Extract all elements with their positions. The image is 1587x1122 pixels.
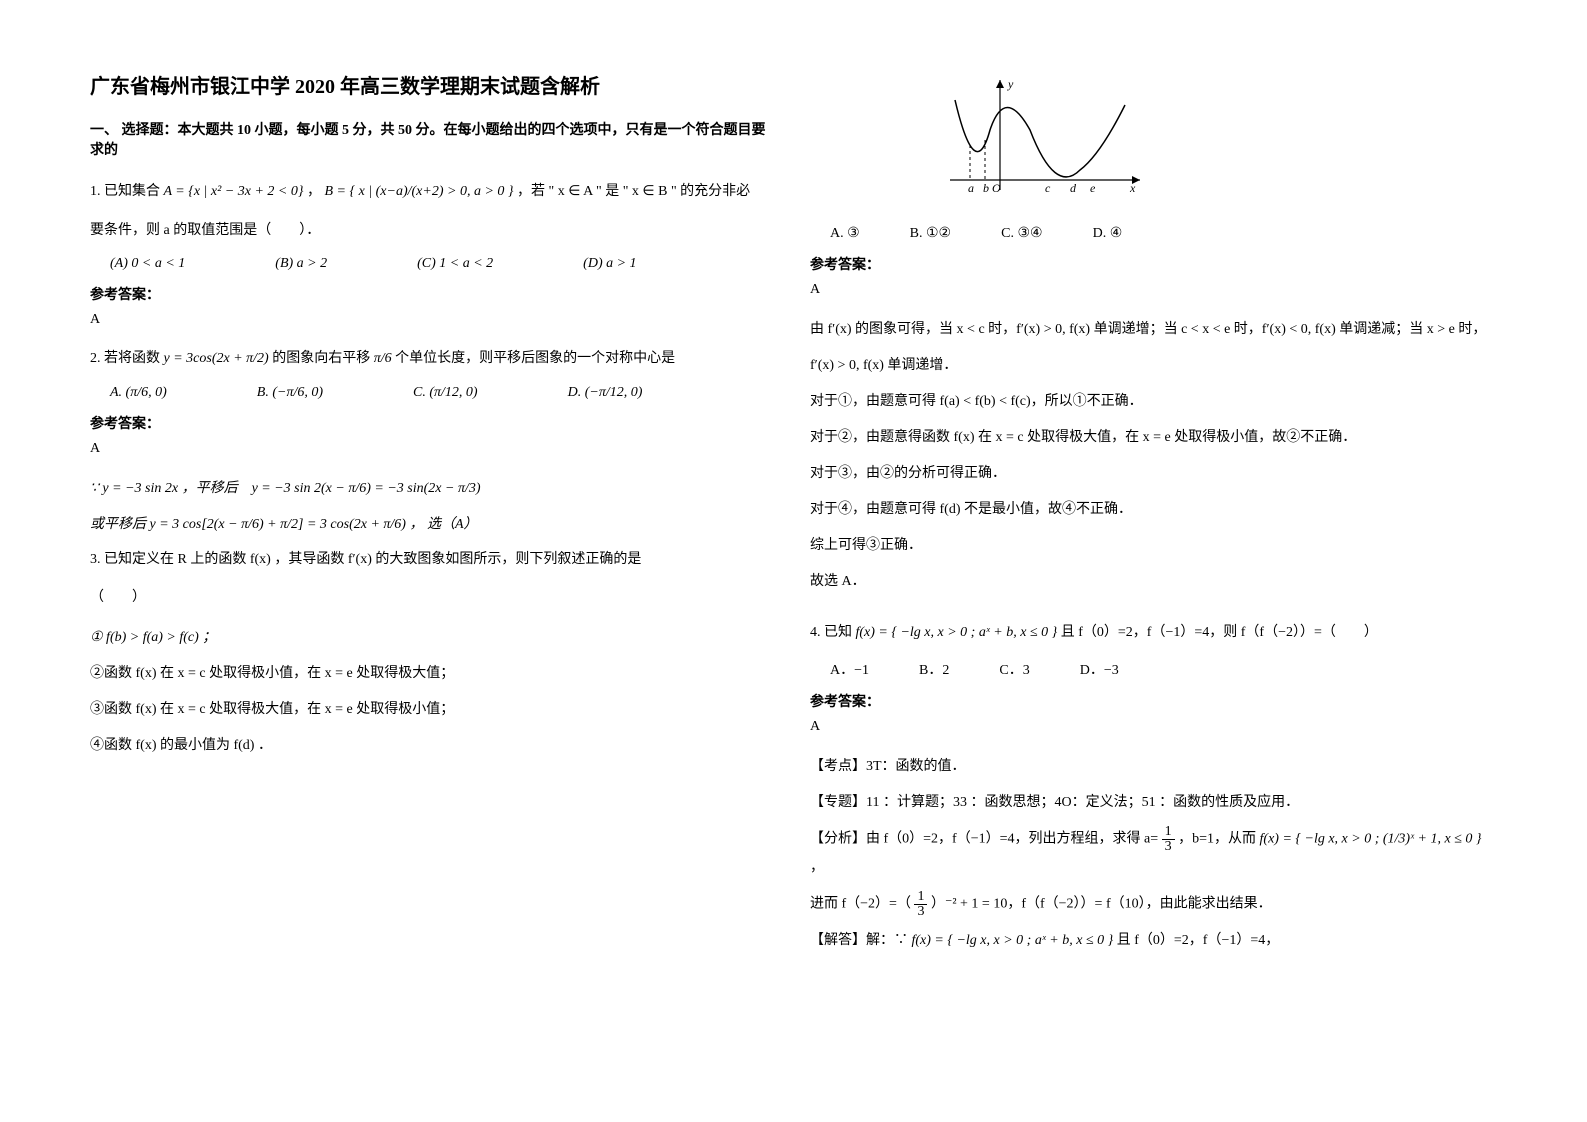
q1-text-3: ，若 " x ∈ A " 是 " x ∈ B " 的充分非必: [517, 184, 750, 199]
q3-exp-6: 综上可得③正确．: [810, 532, 1490, 560]
q4-prefix: 4. 已知: [810, 625, 856, 640]
q3-opt-1: ① f(b) > f(a) > f(c) ；: [90, 624, 770, 652]
doc-title: 广东省梅州市银江中学 2020 年高三数学理期末试题含解析: [90, 70, 770, 99]
q4-opt-b: B．2: [919, 659, 949, 679]
q3-choice-c: C. ③④: [1001, 225, 1042, 242]
label-x: x: [1129, 181, 1136, 195]
q2-work-1: ∵ y = −3 sin 2x ，平移后 y = −3 sin 2(x − π/…: [90, 475, 770, 503]
q1-line2: 要条件，则 a 的取值范围是（ ）．: [90, 218, 770, 245]
q3-graph: a O b c d e x y: [930, 70, 1490, 215]
q4-comma: ，: [810, 860, 824, 875]
q3-choices: A. ③ B. ①② C. ③④ D. ④: [830, 225, 1490, 242]
q2-answer-label: 参考答案：: [90, 413, 770, 433]
q1-answer: A: [90, 312, 770, 328]
left-column: 广东省梅州市银江中学 2020 年高三数学理期末试题含解析 一、 选择题：本大题…: [90, 70, 770, 963]
q4-fx2-line: 进而 f（−2）=（ 13 ）⁻² + 1 = 10，f（f（−2））= f（1…: [810, 890, 1490, 919]
q4-zt: 【专题】11 ：计算题；33 ：函数思想；4O：定义法；51 ：函数的性质及应用…: [810, 789, 1490, 817]
q1-set-b: B = { x | (x−a)/(x+2) > 0, a > 0 }: [324, 184, 513, 199]
q3-answer: A: [810, 282, 1490, 298]
q4-fx2-frac: 13: [914, 890, 927, 919]
q1-answer-label: 参考答案：: [90, 284, 770, 304]
q3-exp-1: 由 f′(x) 的图象可得，当 x < c 时，f′(x) > 0, f(x) …: [810, 316, 1490, 344]
q2-opt-d: D. (−π/12, 0): [568, 385, 643, 401]
q4-fx-line: 【分析】由 f（0）=2，f（−1）=4，列出方程组，求得 a= 13 ，b=1…: [810, 825, 1490, 882]
q2-text-1: 2. 若将函数: [90, 351, 164, 366]
q4-a-frac: 13: [1162, 825, 1175, 854]
q4-fx1: 【分析】由 f（0）=2，f（−1）=4，列出方程组，求得 a=: [810, 831, 1162, 846]
q3-answer-label: 参考答案：: [810, 254, 1490, 274]
label-b: b: [983, 181, 989, 195]
q2-answer: A: [90, 441, 770, 457]
section-heading: 一、 选择题：本大题共 10 小题，每小题 5 分，共 50 分。在每小题给出的…: [90, 119, 770, 159]
frac-d: 3: [1162, 840, 1175, 854]
label-d: d: [1070, 181, 1077, 195]
q4-options: A．−1 B．2 C．3 D．−3: [830, 659, 1490, 679]
q2-opt-c: C. (π/12, 0): [413, 385, 478, 401]
q3-opt-3: ③函数 f(x) 在 x = c 处取得极大值，在 x = e 处取得极小值；: [90, 696, 770, 724]
q1-opt-b: (B) a > 2: [275, 256, 327, 272]
q4-answer: A: [810, 719, 1490, 735]
q4-fx2: 进而 f（−2）=（: [810, 896, 911, 911]
q4-fn2: f(x) = { −lg x, x > 0 ; (1/3)ˣ + 1, x ≤ …: [1260, 831, 1482, 846]
q1-options: (A) 0 < a < 1 (B) a > 2 (C) 1 < a < 2 (D…: [110, 256, 770, 272]
q2-opt-b: B. (−π/6, 0): [257, 385, 323, 401]
question-2: 2. 若将函数 y = 3cos(2x + π/2) 的图象向右平移 π/6 个…: [90, 346, 770, 373]
q4-opt-c: C．3: [999, 659, 1029, 679]
frac-n: 1: [1162, 825, 1175, 840]
q4-sol-tail: 且 f（0）=2，f（−1）=4，: [1117, 933, 1280, 948]
q3-choice-a: A. ③: [830, 225, 860, 242]
q4-fn: f(x) = { −lg x, x > 0 ; aˣ + b, x ≤ 0 }: [856, 625, 1058, 640]
question-4: 4. 已知 f(x) = { −lg x, x > 0 ; aˣ + b, x …: [810, 620, 1490, 647]
q1-text-1: 1. 已知集合: [90, 184, 164, 199]
q1-set-a: A = {x | x² − 3x + 2 < 0}: [164, 184, 304, 199]
q2-options: A. (π/6, 0) B. (−π/6, 0) C. (π/12, 0) D.…: [110, 385, 770, 401]
right-column: a O b c d e x y A. ③ B. ①② C. ③④ D. ④ 参考…: [810, 70, 1490, 963]
q3-exp-2: 对于①，由题意可得 f(a) < f(b) < f(c)，所以①不正确．: [810, 388, 1490, 416]
q3-opt-4: ④函数 f(x) 的最小值为 f(d) ．: [90, 732, 770, 760]
q4-answer-label: 参考答案：: [810, 691, 1490, 711]
q3-opt-2: ②函数 f(x) 在 x = c 处取得极小值，在 x = e 处取得极大值；: [90, 660, 770, 688]
q3-text: 3. 已知定义在 R 上的函数 f(x) ，其导函数 f′(x) 的大致图象如图…: [90, 552, 641, 567]
label-c: c: [1045, 181, 1051, 195]
q3-exp-7: 故选 A．: [810, 568, 1490, 596]
q2-text-2: 的图象向右平移: [272, 351, 374, 366]
q1-opt-c: (C) 1 < a < 2: [417, 256, 493, 272]
q1-opt-d: (D) a > 1: [583, 256, 636, 272]
label-e: e: [1090, 181, 1096, 195]
q4-opt-d: D．−3: [1080, 659, 1119, 679]
q4-sol-line: 【解答】解：∵ f(x) = { −lg x, x > 0 ; aˣ + b, …: [810, 927, 1490, 955]
q4-cond: 且 f（0）=2，f（−1）=4，则 f（f（−2））=（ ）: [1061, 625, 1378, 640]
q1-text-2: ，: [307, 184, 321, 199]
q1-opt-a: (A) 0 < a < 1: [110, 256, 185, 272]
q2-shift: π/6: [374, 351, 392, 366]
question-1: 1. 已知集合 A = {x | x² − 3x + 2 < 0} ， B = …: [90, 179, 770, 206]
derivative-graph-svg: a O b c d e x y: [930, 70, 1150, 210]
q4-sol-fn: f(x) = { −lg x, x > 0 ; aˣ + b, x ≤ 0 }: [912, 933, 1114, 948]
q4-sol: 【解答】解：∵: [810, 933, 912, 948]
q4-opt-a: A．−1: [830, 659, 869, 679]
q2-work-2: 或平移后 y = 3 cos[2(x − π/6) + π/2] = 3 cos…: [90, 511, 770, 539]
q3-paren: （ ）: [90, 585, 770, 612]
q2-opt-a: A. (π/6, 0): [110, 385, 167, 401]
label-y: y: [1007, 77, 1014, 91]
q3-exp-1b: f′(x) > 0, f(x) 单调递增．: [810, 352, 1490, 380]
q3-exp-4: 对于③，由②的分析可得正确．: [810, 460, 1490, 488]
q3-choice-d: D. ④: [1093, 225, 1123, 242]
q3-exp-3: 对于②，由题意得函数 f(x) 在 x = c 处取得极大值，在 x = e 处…: [810, 424, 1490, 452]
q3-exp-5: 对于④，由题意可得 f(d) 不是最小值，故④不正确．: [810, 496, 1490, 524]
q4-kd: 【考点】3T：函数的值．: [810, 753, 1490, 781]
q4-fx2b: ）⁻² + 1 = 10，f（f（−2））= f（10），由此能求出结果．: [931, 896, 1272, 911]
q4-fx1b: ，b=1，从而: [1178, 831, 1259, 846]
q3-choice-b: B. ①②: [910, 225, 951, 242]
q2-fn: y = 3cos(2x + π/2): [164, 351, 269, 366]
question-3: 3. 已知定义在 R 上的函数 f(x) ，其导函数 f′(x) 的大致图象如图…: [90, 547, 770, 574]
q2-text-3: 个单位长度，则平移后图象的一个对称中心是: [395, 351, 675, 366]
label-a: a: [968, 181, 974, 195]
label-O: O: [992, 181, 1001, 195]
